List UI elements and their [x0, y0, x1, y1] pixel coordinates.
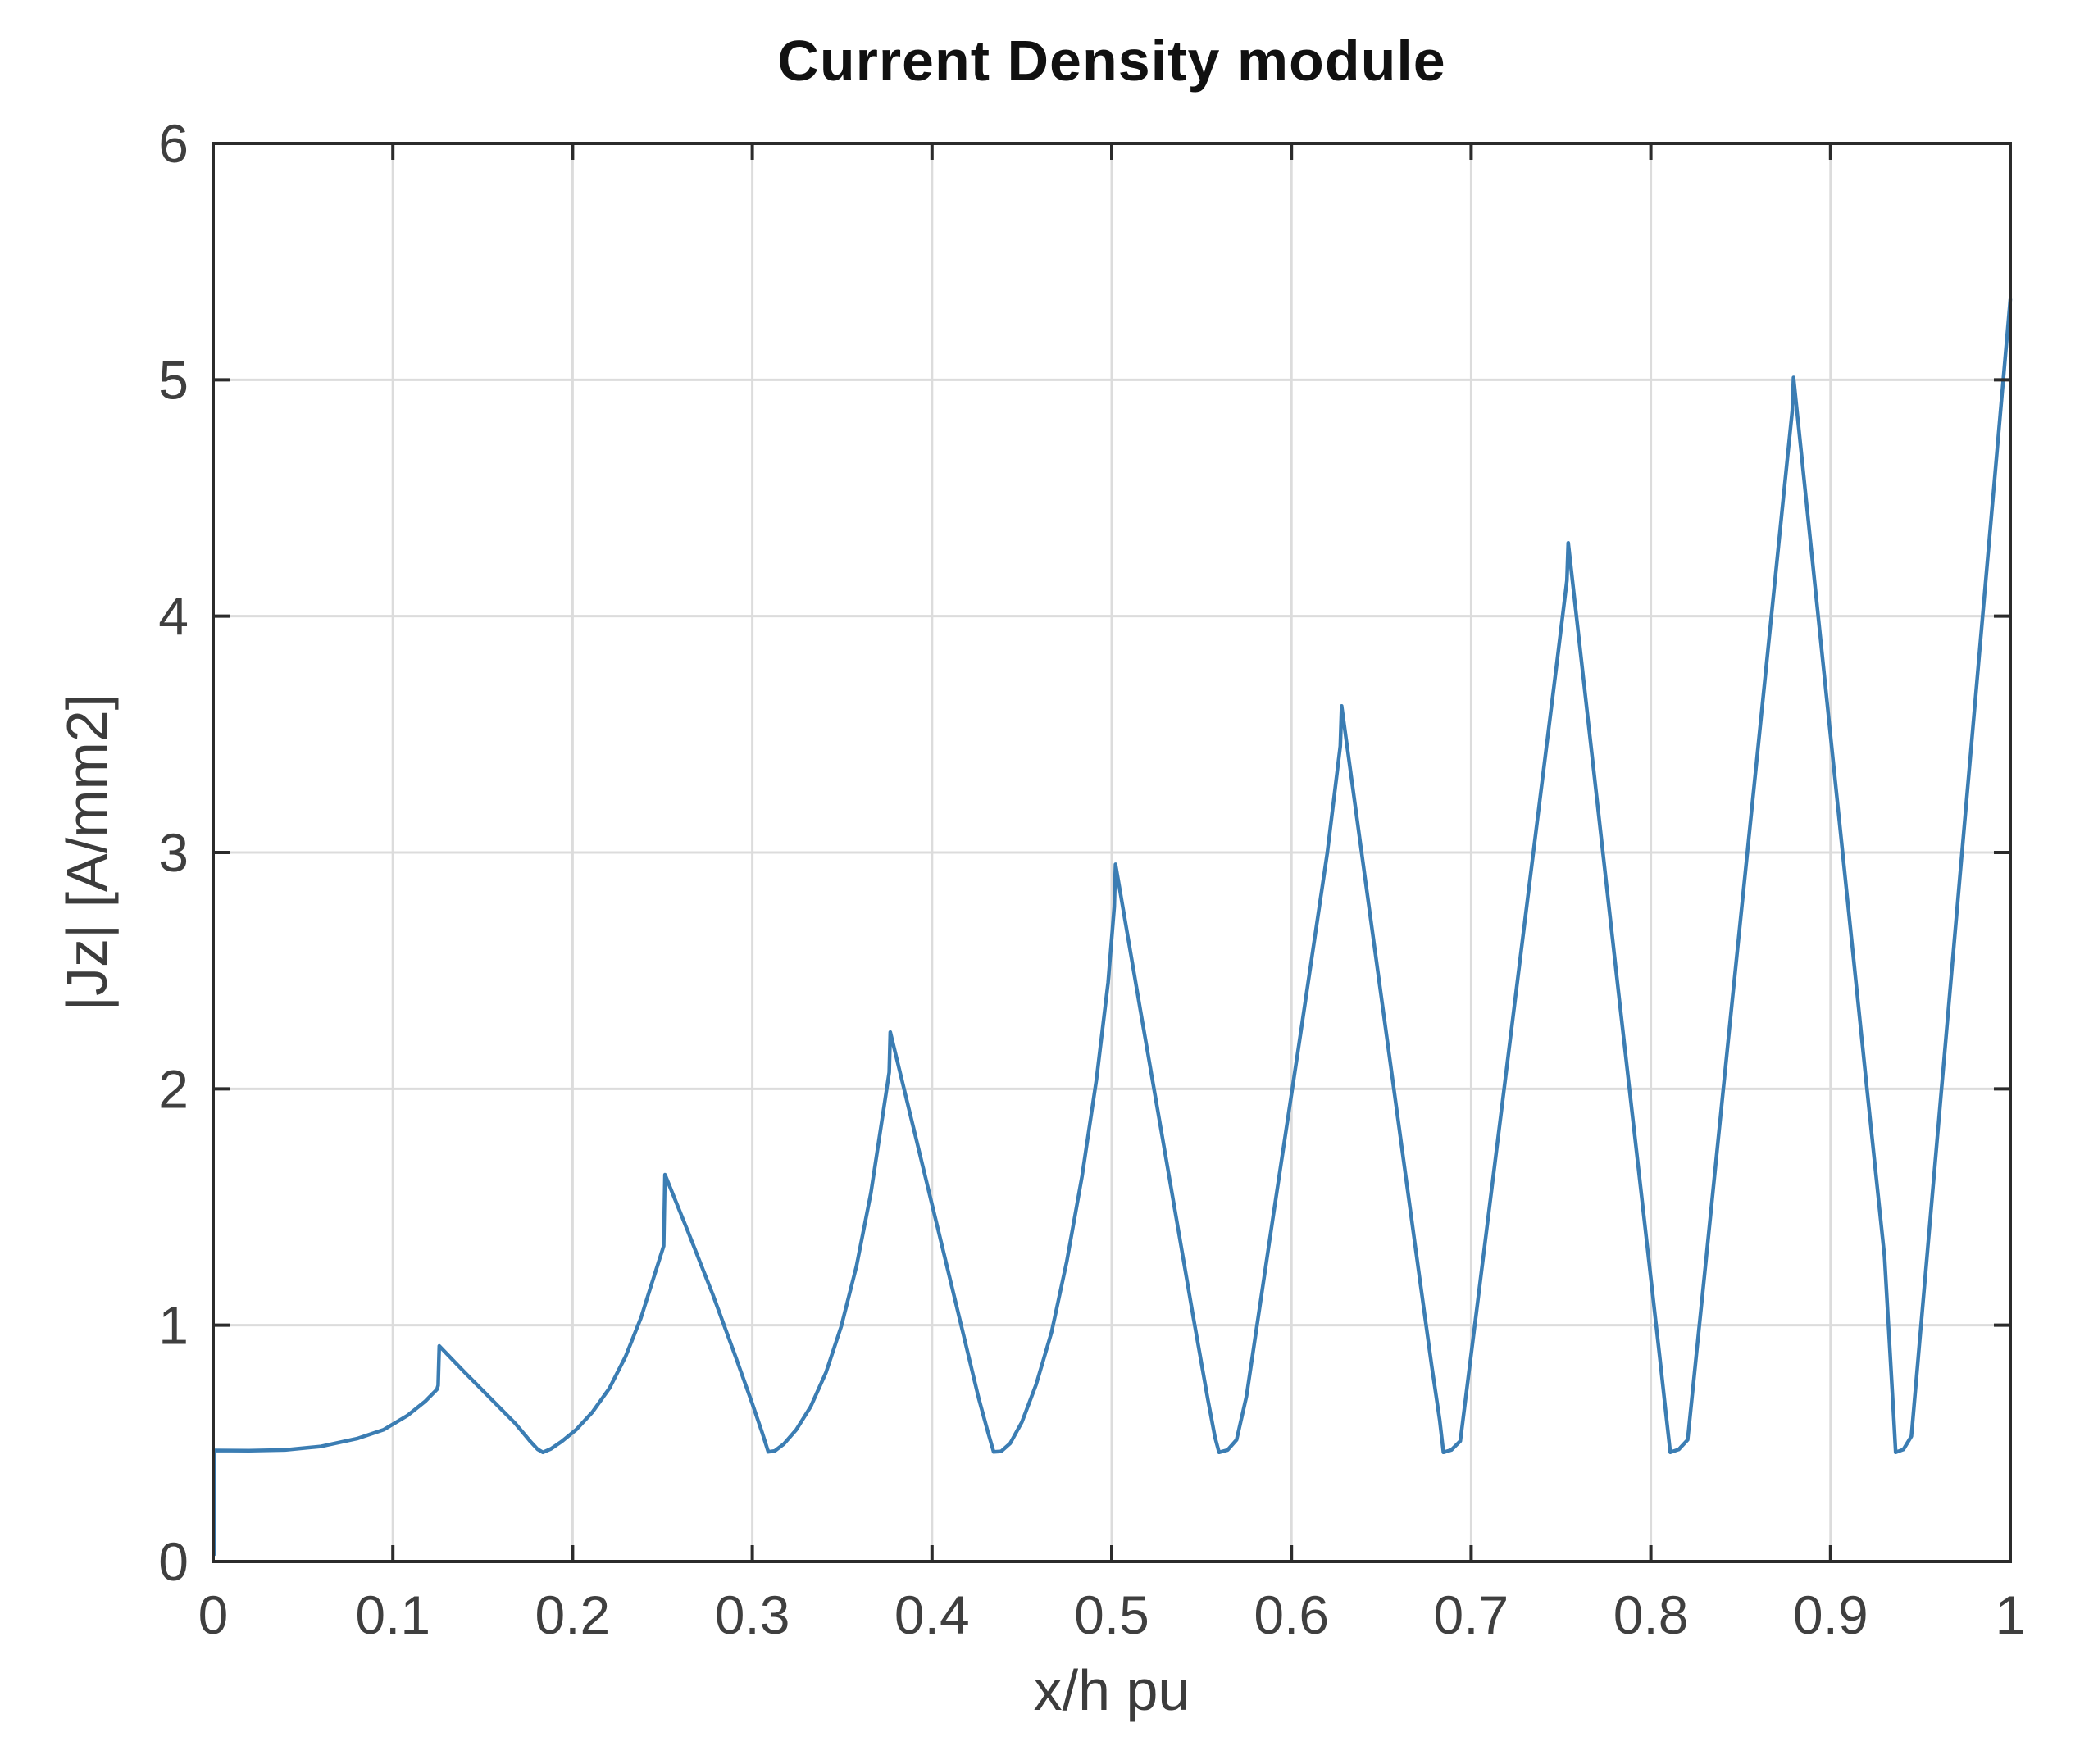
y-tick-label: 2	[158, 1058, 189, 1119]
y-tick-label: 4	[158, 586, 189, 647]
x-tick-label: 0.9	[1793, 1584, 1868, 1645]
x-tick-label: 0.2	[535, 1584, 611, 1645]
y-tick-label: 5	[158, 349, 189, 410]
curve-line	[212, 298, 2013, 1557]
chart-title: Current Density module	[777, 29, 1446, 93]
y-tick-label: 3	[158, 822, 189, 883]
x-tick-label: 0.7	[1434, 1584, 1509, 1645]
x-tick-label: 0.5	[1074, 1584, 1149, 1645]
x-tick-label: 0	[198, 1584, 229, 1645]
gridlines	[213, 143, 2010, 1562]
x-tick-label: 1	[1996, 1584, 2026, 1645]
x-tick-label: 0.1	[355, 1584, 430, 1645]
axis-ticks	[212, 142, 2012, 1563]
x-tick-label: 0.4	[894, 1584, 970, 1645]
y-tick-label: 6	[158, 113, 189, 174]
x-tick-label: 0.8	[1613, 1584, 1689, 1645]
y-tick-labels: 0 1 2 3 4 5 6	[158, 113, 189, 1592]
x-tick-labels: 0 0.1 0.2 0.3 0.4 0.5 0.6 0.7 0.8 0.9 1	[198, 1584, 2026, 1645]
x-axis-label: x/h pu	[1033, 1658, 1190, 1722]
x-tick-label: 0.6	[1254, 1584, 1329, 1645]
y-tick-label: 0	[158, 1531, 189, 1592]
y-tick-label: 1	[158, 1295, 189, 1356]
x-tick-label: 0.3	[715, 1584, 790, 1645]
